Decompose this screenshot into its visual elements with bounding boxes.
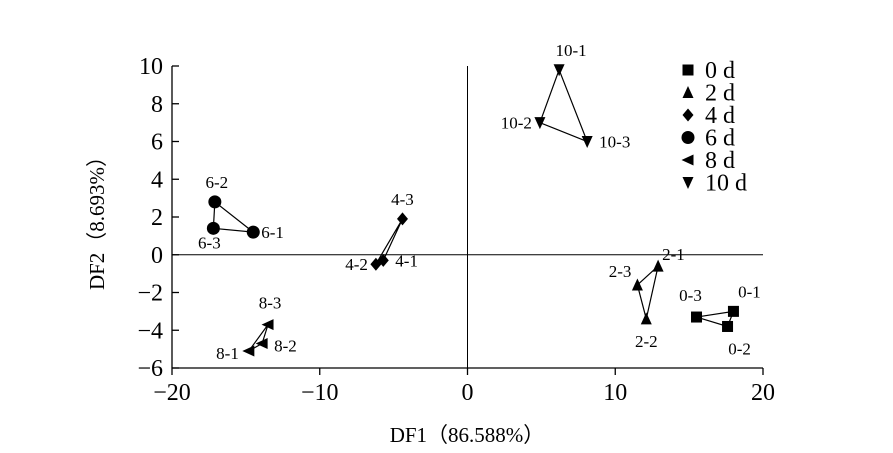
legend-marker — [682, 177, 694, 189]
legend-item: 6 d — [681, 126, 735, 152]
point-label: 6-1 — [261, 223, 284, 242]
y-tick-label: 8 — [151, 92, 163, 118]
group-outline — [636, 264, 660, 320]
y-tick-label: 10 — [139, 54, 163, 80]
point-label: 0-3 — [679, 286, 702, 305]
group-outline — [696, 310, 735, 328]
point-label: 6-3 — [198, 233, 221, 252]
data-point — [652, 259, 664, 272]
point-label: 0-1 — [738, 282, 761, 301]
group-outline — [539, 68, 589, 143]
point-label: 2-1 — [662, 245, 685, 264]
data-point — [553, 64, 565, 77]
series-0d: 0-1 0-2 0-3 — [679, 282, 761, 358]
y-tick-label: 0 — [151, 243, 163, 269]
series-8d: 8-1 8-2 8-3 — [216, 294, 297, 363]
legend-label: 4 d — [705, 103, 735, 129]
point-label: 4-1 — [395, 251, 418, 270]
x-tick-label: 20 — [751, 380, 775, 406]
data-point — [255, 337, 268, 349]
legend-marker — [682, 108, 694, 122]
point-label: 0-2 — [728, 339, 751, 358]
point-label: 6-2 — [206, 173, 229, 192]
point-label: 10-3 — [599, 133, 630, 152]
series-6d: 6-1 6-2 6-3 — [198, 173, 284, 252]
legend-label: 10 d — [705, 171, 747, 197]
legend-marker — [682, 86, 694, 98]
point-label: 4-2 — [345, 255, 368, 274]
data-point — [261, 319, 274, 331]
point-label: 10-1 — [556, 41, 587, 60]
data-point — [208, 195, 222, 209]
legend: 0 d2 d4 d6 d8 d10 d — [681, 58, 747, 197]
data-point — [206, 221, 220, 235]
legend-marker — [682, 64, 694, 76]
series-layer: 0-10-20-32-12-22-34-14-24-36-16-26-38-1 8… — [198, 41, 761, 363]
y-tick-label: 2 — [151, 205, 163, 231]
legend-item: 10 d — [682, 171, 747, 197]
x-tick-label: 10 — [603, 380, 627, 406]
group-outline — [248, 324, 269, 352]
y-axis-title: DF2（8.693%） — [85, 146, 109, 290]
legend-marker — [681, 154, 694, 166]
series-4d: 4-1 4-2 4-3 — [345, 190, 418, 274]
series-2d: 2-1 2-2 2-3 — [609, 245, 685, 351]
data-point — [722, 320, 734, 332]
point-label: 10-2 — [501, 114, 532, 133]
data-point — [631, 278, 643, 291]
y-tick-label: −4 — [137, 318, 163, 344]
legend-label: 6 d — [705, 126, 735, 152]
point-label: 4-3 — [391, 190, 414, 209]
y-tick-label: 4 — [151, 167, 163, 193]
x-axis-title: DF1（86.588%） — [390, 423, 545, 447]
legend-item: 4 d — [682, 103, 735, 129]
data-point — [396, 212, 408, 226]
data-point — [727, 305, 739, 317]
y-tick-label: −2 — [137, 281, 163, 307]
legend-item: 0 d — [682, 58, 735, 84]
data-point — [640, 312, 652, 325]
data-point — [246, 225, 260, 239]
group-outline — [212, 200, 256, 233]
legend-marker — [681, 131, 695, 144]
data-point — [370, 257, 382, 271]
legend-item: 2 d — [682, 81, 735, 107]
point-label: 2-3 — [609, 262, 632, 281]
x-tick-label: 0 — [462, 380, 474, 406]
legend-item: 8 d — [681, 148, 735, 174]
series-10d: 10-1 10-2 10-3 — [501, 41, 631, 152]
y-tick-label: 6 — [151, 130, 163, 156]
legend-label: 8 d — [705, 148, 735, 174]
data-point — [581, 136, 593, 148]
point-label: 2-2 — [635, 332, 658, 351]
point-label: 8-1 — [216, 344, 239, 363]
data-point — [534, 117, 546, 130]
y-tick-label: −6 — [137, 356, 163, 382]
legend-label: 0 d — [705, 58, 735, 84]
x-tick-label: −20 — [153, 380, 191, 406]
legend-label: 2 d — [705, 81, 735, 107]
point-label: 8-2 — [274, 336, 297, 355]
point-label: 8-3 — [259, 294, 282, 313]
data-point — [691, 311, 703, 323]
x-tick-label: −10 — [301, 380, 339, 406]
data-point — [242, 345, 255, 357]
